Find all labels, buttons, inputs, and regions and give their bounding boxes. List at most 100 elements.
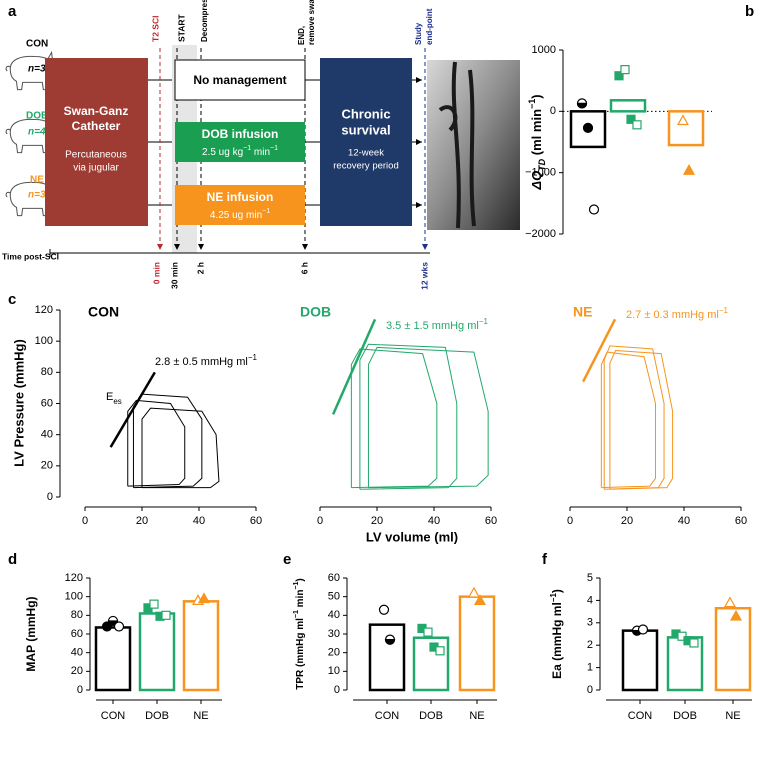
bar xyxy=(138,612,176,692)
annotation-sup: −1 xyxy=(248,353,258,362)
x-tick-label: CON xyxy=(101,710,126,722)
point-shape xyxy=(632,120,642,130)
y-tick-label: −2000 xyxy=(525,228,556,240)
dose-text: 2.5 ug kg xyxy=(202,147,243,158)
x-tick-label: DOB xyxy=(673,710,697,722)
point-shape xyxy=(682,163,696,175)
slope-annotation: 3.5 ± 1.5 mmHg ml−1 xyxy=(386,317,489,332)
bar xyxy=(458,595,496,692)
y-tick-label: 40 xyxy=(328,609,340,621)
event-label: END, xyxy=(297,26,306,45)
data-point xyxy=(378,604,390,615)
y-tick-label: 0 xyxy=(587,684,593,696)
label-text: E xyxy=(106,391,113,403)
data-point xyxy=(632,120,642,130)
x-tick-label: 60 xyxy=(250,515,262,527)
point-shape xyxy=(378,604,390,615)
title-part: (ml min xyxy=(529,109,544,159)
data-point xyxy=(723,596,737,608)
espvr-line xyxy=(581,318,617,383)
x-tick-label: CON xyxy=(375,710,400,722)
panel-label: a xyxy=(8,3,17,20)
dose-sup: −1 xyxy=(243,145,251,152)
title-part: min xyxy=(295,590,306,611)
box-note: 4.25 ug min−1 xyxy=(210,208,270,220)
timeline: CON n=3 DOB n=4 NE n=3 Swan-Ganz Cathete… xyxy=(2,0,520,290)
data-point xyxy=(197,592,211,604)
x-tick-label: 20 xyxy=(371,515,383,527)
box-title: No management xyxy=(193,73,286,87)
data-point xyxy=(729,609,743,621)
title-part: TPR (mmHg ml xyxy=(295,618,306,690)
bar xyxy=(667,110,705,147)
y-tick-label: 30 xyxy=(328,628,340,640)
y-tick-label: 20 xyxy=(71,665,83,677)
annotation-sup: −1 xyxy=(479,317,489,326)
box-note: via jugular xyxy=(73,163,119,174)
y-tick-label: 120 xyxy=(35,304,53,316)
event-label: Study xyxy=(414,22,423,45)
point-shape xyxy=(161,610,171,620)
point-shape xyxy=(620,65,630,75)
y-axis-title: LV Pressure (mmHg) xyxy=(11,339,26,467)
time-label: 2 h xyxy=(195,262,205,274)
y-tick-label: 1000 xyxy=(532,44,556,56)
bar xyxy=(368,623,406,692)
x-axis-title: LV volume (ml) xyxy=(366,529,458,544)
box-title: survival xyxy=(341,122,390,137)
pv-loop xyxy=(132,393,203,489)
data-point xyxy=(384,634,396,645)
x-tick-label: 40 xyxy=(428,515,440,527)
event-label: T2 SCI xyxy=(150,16,160,42)
ne-box xyxy=(175,185,305,225)
point-shape xyxy=(637,624,649,635)
data-point xyxy=(467,586,481,598)
y-tick-label: 10 xyxy=(328,665,340,677)
title-part: ΔQ xyxy=(529,171,544,191)
data-point xyxy=(614,71,624,81)
y-tick-label: 40 xyxy=(41,429,53,441)
y-tick-label: 4 xyxy=(587,594,593,606)
y-tick-label: 0 xyxy=(47,491,53,503)
data-point xyxy=(689,638,699,648)
title-part: ) xyxy=(550,589,564,593)
point-shape xyxy=(689,638,699,648)
data-point xyxy=(473,594,487,606)
time-label: 0 min xyxy=(151,262,161,284)
bar xyxy=(94,626,132,692)
y-tick-label: 100 xyxy=(35,335,53,347)
y-tick-label: 0 xyxy=(334,684,340,696)
y-tick-label: 0 xyxy=(77,684,83,696)
bar xyxy=(182,600,220,692)
data-point xyxy=(149,599,159,609)
y-tick-label: −1000 xyxy=(525,167,556,179)
x-tick-label: 20 xyxy=(621,515,633,527)
box-note: 12-week xyxy=(348,148,384,159)
y-tick-label: 60 xyxy=(41,397,53,409)
x-tick-label: 20 xyxy=(136,515,148,527)
espvr-line xyxy=(109,371,156,448)
y-tick-label: 1 xyxy=(587,662,593,674)
y-tick-label: 50 xyxy=(328,591,340,603)
title-part: ) xyxy=(295,578,306,581)
box-title: NE infusion xyxy=(207,190,274,204)
y-tick-label: 60 xyxy=(328,572,340,584)
x-tick-label: 40 xyxy=(678,515,690,527)
data-point xyxy=(161,610,171,620)
box-note: Percutaneous xyxy=(65,150,127,161)
y-tick-label: 120 xyxy=(65,572,83,584)
x-tick-label: 40 xyxy=(193,515,205,527)
group-name: NE xyxy=(30,175,44,186)
x-tick-label: NE xyxy=(469,710,484,722)
point-half xyxy=(384,639,396,645)
point-shape xyxy=(582,122,594,133)
pv-loop xyxy=(127,399,186,487)
x-tick-label: DOB xyxy=(145,710,169,722)
panel-title: CON xyxy=(88,304,119,320)
x-tick-label: 0 xyxy=(82,515,88,527)
point-shape xyxy=(149,599,159,609)
group-name: CON xyxy=(26,39,48,50)
data-point xyxy=(435,646,445,656)
dose-sup: −1 xyxy=(270,145,278,152)
panel-label: f xyxy=(542,551,548,568)
